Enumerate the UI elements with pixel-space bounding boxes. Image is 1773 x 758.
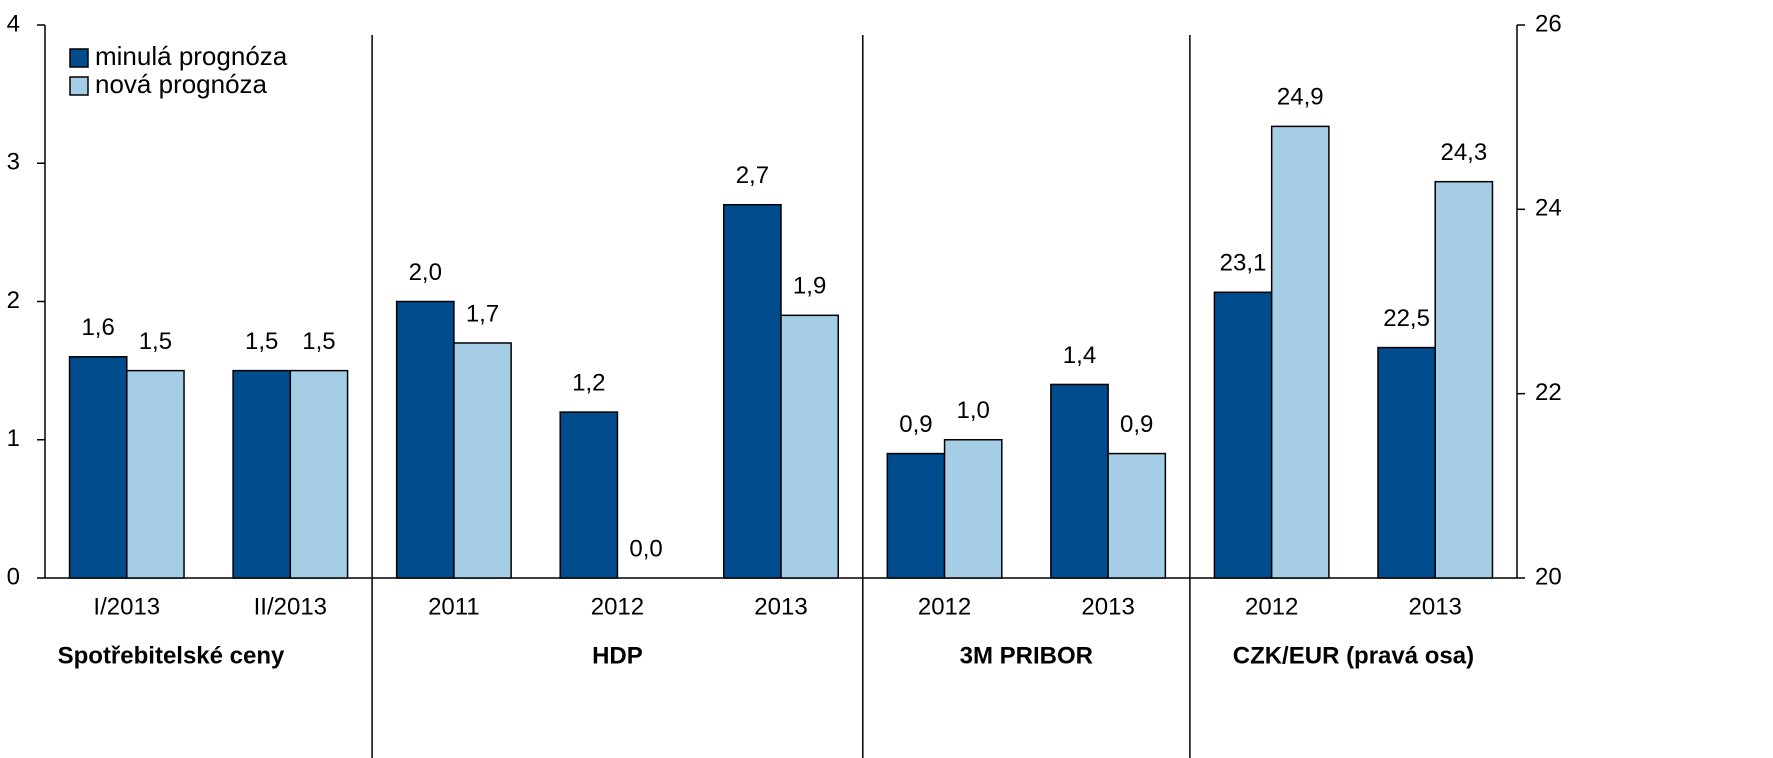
x-tick-label: 2013 xyxy=(754,593,807,620)
y2-tick-label: 20 xyxy=(1535,563,1562,590)
x-tick-label: 2013 xyxy=(1081,593,1134,620)
group-label: Spotřebitelské ceny xyxy=(58,642,285,669)
bar xyxy=(1377,346,1436,579)
x-tick-label: I/2013 xyxy=(93,593,160,620)
bar xyxy=(1050,383,1109,579)
bar xyxy=(1213,291,1273,579)
value-label: 2,7 xyxy=(736,162,769,189)
bar xyxy=(943,439,1003,579)
bar xyxy=(453,342,512,579)
value-label: 2,0 xyxy=(409,259,442,286)
value-label: 1,5 xyxy=(245,328,278,355)
x-tick-label: 2012 xyxy=(591,593,644,620)
legend-label: nová prognóza xyxy=(95,69,268,99)
value-label: 0,9 xyxy=(1120,411,1153,438)
y-tick-label: 1 xyxy=(7,425,20,452)
y-tick-label: 2 xyxy=(7,287,20,314)
x-tick-label: 2011 xyxy=(428,593,480,620)
bar xyxy=(780,314,839,579)
value-label: 1,2 xyxy=(572,369,605,396)
bar xyxy=(289,369,349,579)
group-label: HDP xyxy=(592,642,643,669)
value-label: 24,9 xyxy=(1277,84,1324,111)
bar xyxy=(395,300,455,579)
value-label: 1,6 xyxy=(81,314,114,341)
y-tick-label: 4 xyxy=(7,10,20,37)
group-label: CZK/EUR (pravá osa) xyxy=(1233,642,1474,669)
bar xyxy=(232,369,292,579)
y2-tick-label: 26 xyxy=(1535,10,1562,37)
value-label: 1,0 xyxy=(956,397,989,424)
value-label: 1,7 xyxy=(466,300,499,327)
value-label: 1,5 xyxy=(139,328,172,355)
y-tick-label: 3 xyxy=(7,149,20,176)
value-label: 0,0 xyxy=(629,535,662,562)
group-label: 3M PRIBOR xyxy=(960,642,1093,669)
value-label: 1,4 xyxy=(1063,342,1096,369)
legend-label: minulá prognóza xyxy=(95,41,288,71)
value-label: 22,5 xyxy=(1383,305,1430,332)
x-tick-label: 2012 xyxy=(918,593,971,620)
value-label: 1,9 xyxy=(793,273,826,300)
legend-swatch xyxy=(69,48,89,68)
bar xyxy=(723,203,782,579)
bar xyxy=(1107,452,1167,579)
x-tick-label: 2012 xyxy=(1245,593,1298,620)
y2-tick-label: 22 xyxy=(1535,379,1562,406)
y-tick-label: 0 xyxy=(7,563,20,590)
value-label: 0,9 xyxy=(899,411,932,438)
x-tick-label: II/2013 xyxy=(254,593,327,620)
value-label: 23,1 xyxy=(1220,250,1267,277)
bar xyxy=(1270,125,1330,579)
y2-tick-label: 24 xyxy=(1535,195,1562,222)
x-tick-label: 2013 xyxy=(1409,593,1462,620)
bar xyxy=(1434,180,1494,579)
value-label: 24,3 xyxy=(1440,139,1487,166)
bar xyxy=(886,452,946,579)
bar xyxy=(68,356,128,579)
bar xyxy=(559,411,619,579)
value-label: 1,5 xyxy=(302,328,335,355)
legend-swatch xyxy=(69,76,89,96)
bar xyxy=(126,369,185,579)
